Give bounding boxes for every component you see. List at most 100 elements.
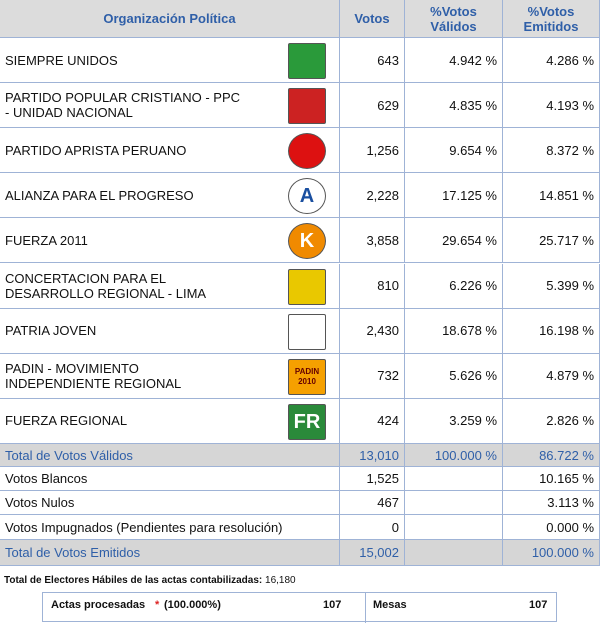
validos: 9.654 %: [405, 128, 503, 174]
emitidos-text: 25.717 %: [539, 232, 594, 248]
validos-text: 9.654 %: [449, 142, 497, 158]
votos-text: 13,010: [359, 447, 399, 463]
emitidos: 86.722 %: [503, 444, 600, 467]
emitidos-text: 86.722 %: [539, 447, 594, 463]
votos-text: 732: [377, 368, 399, 384]
votos: 424: [340, 398, 405, 444]
emitidos: 4.879 %: [503, 353, 600, 399]
emitidos: 100.000 %: [503, 540, 600, 566]
validos: 5.626 %: [405, 353, 503, 399]
votos-text: 643: [377, 52, 399, 68]
emitidos: 3.113 %: [503, 491, 600, 515]
votos: 2,228: [340, 173, 405, 219]
votos-text: 2,430: [366, 323, 399, 339]
emitidos: 14.851 %: [503, 173, 600, 219]
validos-text: 17.125 %: [442, 187, 497, 203]
validos: [405, 491, 503, 515]
emitidos-text: 14.851 %: [539, 187, 594, 203]
party-name: ALIANZA PARA EL PROGRESO A: [0, 173, 340, 219]
emitidos-text: 5.399 %: [546, 278, 594, 294]
emitidos-text: 2.826 %: [546, 413, 594, 429]
validos: [405, 467, 503, 491]
header-cell: %Votos Emitidos: [503, 0, 600, 38]
votos: 0: [340, 515, 405, 540]
emitidos: 8.372 %: [503, 128, 600, 174]
summary-name-text: Total de Votos Válidos: [5, 447, 133, 463]
party-name-text: FUERZA REGIONAL: [5, 413, 128, 429]
emitidos: 4.193 %: [503, 83, 600, 129]
actas-value: 107: [323, 599, 342, 611]
votos-text: 1,525: [366, 471, 399, 486]
validos-text: 6.226 %: [449, 278, 497, 294]
emitidos-text: 4.286 %: [546, 52, 594, 68]
party-name: FUERZA REGIONAL FR: [0, 398, 340, 444]
emitidos: 2.826 %: [503, 398, 600, 444]
validos: 18.678 %: [405, 308, 503, 354]
emitidos-text: 8.372 %: [546, 142, 594, 158]
emitidos-text: 0.000 %: [546, 519, 594, 535]
summary-name: Votos Blancos: [0, 467, 340, 491]
votos: 810: [340, 263, 405, 309]
header-cell-text: Votos: [354, 11, 390, 26]
party-name: PADIN - MOVIMIENTO INDEPENDIENTE REGIONA…: [0, 353, 340, 399]
emitidos-text: 4.193 %: [546, 97, 594, 113]
actas-pct: (100.000%): [164, 599, 221, 611]
party-name-text: PADIN - MOVIMIENTO INDEPENDIENTE REGIONA…: [5, 360, 182, 391]
party-logo: [288, 313, 326, 350]
party-name-text: SIEMPRE UNIDOS: [5, 52, 118, 68]
actas-box: Actas procesadas * (100.000%) 107 Mesas …: [42, 592, 557, 623]
party-name: FUERZA 2011 K: [0, 218, 340, 264]
party-name-text: CONCERTACION PARA EL DESARROLLO REGIONAL…: [5, 270, 207, 301]
votos-text: 3,858: [366, 232, 399, 248]
party-name: PARTIDO POPULAR CRISTIANO - PPC - UNIDAD…: [0, 83, 340, 129]
mesas-value: 107: [529, 599, 548, 611]
votos: 2,430: [340, 308, 405, 354]
validos: 17.125 %: [405, 173, 503, 219]
validos-text: 100.000 %: [434, 447, 497, 463]
mesas-label: Mesas: [373, 599, 407, 611]
votos: 732: [340, 353, 405, 399]
emitidos-text: 100.000 %: [531, 545, 594, 560]
header-cell-text: Organización Política: [103, 11, 236, 26]
party-name-text: PATRIA JOVEN: [5, 323, 97, 339]
validos: 3.259 %: [405, 398, 503, 444]
validos-text: 5.626 %: [449, 368, 497, 384]
summary-name: Votos Impugnados (Pendientes para resolu…: [0, 515, 340, 540]
header-cell: Organización Política: [0, 0, 340, 38]
electores-label: Total de Electores Hábiles de las actas …: [4, 575, 263, 586]
votos-text: 1,256: [366, 142, 399, 158]
party-name-text: ALIANZA PARA EL PROGRESO: [5, 187, 194, 203]
party-name-text: FUERZA 2011: [5, 232, 88, 248]
votos-text: 810: [377, 278, 399, 294]
validos-text: 3.259 %: [449, 413, 497, 429]
header-cell: %Votos Válidos: [405, 0, 503, 38]
divider: [365, 593, 366, 623]
validos-text: 29.654 %: [442, 232, 497, 248]
votos: 467: [340, 491, 405, 515]
summary-name: Votos Nulos: [0, 491, 340, 515]
party-name: SIEMPRE UNIDOS: [0, 38, 340, 84]
validos: [405, 540, 503, 566]
party-name-text: PARTIDO APRISTA PERUANO: [5, 142, 187, 158]
emitidos-text: 10.165 %: [539, 471, 594, 486]
votos-text: 0: [391, 519, 399, 535]
actas-mark: *: [155, 599, 160, 611]
emitidos-text: 4.879 %: [546, 368, 594, 384]
emitidos: 16.198 %: [503, 308, 600, 354]
header-cell-text: %Votos Válidos: [430, 3, 477, 34]
validos: 6.226 %: [405, 263, 503, 309]
validos-text: 4.835 %: [449, 97, 497, 113]
party-name: PATRIA JOVEN: [0, 308, 340, 354]
party-logo: [288, 88, 326, 125]
emitidos: 4.286 %: [503, 38, 600, 84]
party-name: PARTIDO APRISTA PERUANO: [0, 128, 340, 174]
emitidos: 25.717 %: [503, 218, 600, 264]
emitidos: 5.399 %: [503, 263, 600, 309]
votos-text: 15,002: [359, 545, 399, 560]
votos: 3,858: [340, 218, 405, 264]
electores-value: 16,180: [265, 575, 296, 586]
votos-text: 424: [377, 413, 399, 429]
party-logo: A: [288, 178, 326, 215]
header-cell: Votos: [340, 0, 405, 38]
